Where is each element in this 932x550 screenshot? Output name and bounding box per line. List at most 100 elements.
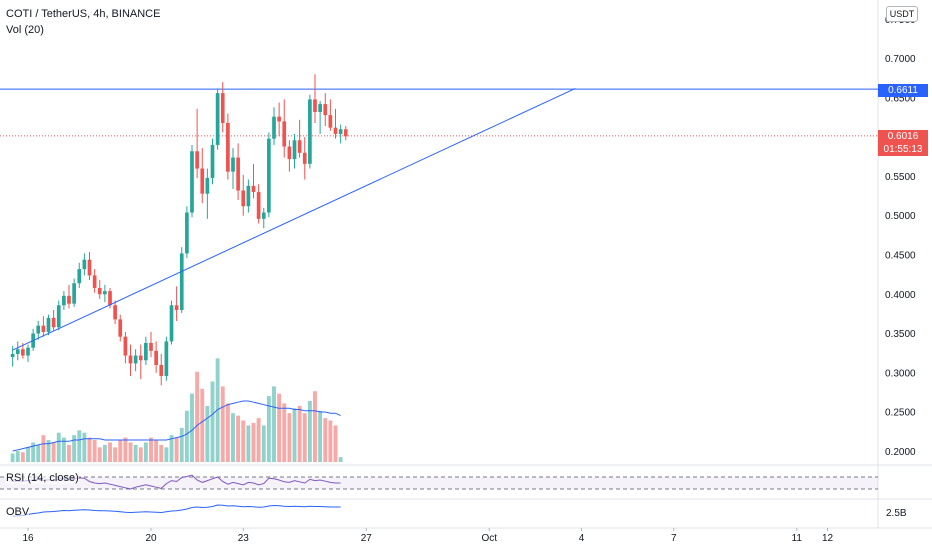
y-axis-tick-label: 0.2500 [885,408,916,419]
volume-bar [41,435,46,462]
x-axis-tick-label: 12 [822,533,834,544]
candle-body [261,212,266,219]
volume-bar [282,403,287,462]
candle-body [15,349,20,354]
volume-bar [318,410,323,462]
volume-bar [200,388,205,462]
candle-body [72,283,76,304]
candle-body [113,305,117,320]
y-axis-tick-label: 0.2000 [885,447,916,458]
x-axis-tick-label: 27 [361,533,373,544]
candle-body [144,342,148,361]
volume-bar [31,442,36,462]
volume-bar [26,447,30,462]
volume-bar [287,413,292,462]
candle-body [302,152,307,164]
candle-body [287,146,292,160]
volume-bar [190,393,194,462]
candle-body [36,325,41,334]
candle-body [200,168,205,194]
y-axis-tick-label: 0.6500 [885,93,916,104]
volume-bar [195,371,200,462]
volume-bar [210,381,215,462]
volume-bar [333,425,338,462]
volume-bar [87,437,92,462]
volume-bar [246,425,251,462]
y-axis-tick-label: 0.4000 [885,290,916,301]
volume-bar [67,444,71,462]
candle-body [159,364,164,376]
candle-body [333,127,338,134]
rsi-pane-label: RSI (14, close) [6,472,79,484]
volume-ma-line [12,400,341,452]
volume-bar [292,408,297,462]
candle-body [149,342,153,351]
volume-bar [113,447,118,462]
candle-body [231,157,235,172]
currency-button[interactable]: USDT [886,6,918,22]
candle-body [164,341,169,376]
volume-bar [82,432,87,462]
candle-body [297,140,302,153]
candle-body [313,99,317,112]
volume-bar [236,415,241,462]
candle-body [108,291,112,306]
volume-bar [313,391,317,462]
resistance-price-tag: 0.6611 [878,84,928,97]
candle-body [205,177,210,194]
candle-body [138,355,143,361]
volume-bar [46,440,51,462]
volume-bar [266,396,271,462]
volume-bar [323,418,328,462]
rsi-band-fill [0,477,878,489]
volume-bar [143,442,148,462]
candle-body [220,93,225,123]
volume-bar [241,420,246,462]
candle-body [179,253,184,310]
obv-pane-label: OBV [6,506,30,518]
candle-body [210,144,215,178]
volume-bar [220,386,225,462]
volume-bar [118,440,123,462]
volume-bar [128,442,133,462]
candle-body [10,353,15,358]
volume-bar [169,435,174,462]
candle-body [41,325,46,332]
candle-body [292,140,297,160]
volume-bar [164,447,169,462]
volume-bar [102,444,107,462]
y-axis-tick-label: 0.5000 [885,211,916,222]
volume-bar [15,451,20,462]
volume-bar [302,413,307,462]
volume-bar [277,393,282,462]
volume-bar [256,418,261,462]
candle-body [77,269,82,284]
volume-bar [56,432,61,462]
candle-body [123,336,128,356]
candle-body [190,151,194,213]
candle-body [21,349,25,356]
volume-bar [133,444,138,462]
volume-bar [251,422,256,462]
volume-bar [123,437,128,462]
volume-bar [205,405,210,462]
obv-line [12,504,341,517]
ascending-trendline [12,87,576,351]
volume-bar [159,444,164,462]
volume-bar [174,437,179,462]
candle-body [256,192,261,219]
volume-bar [92,440,97,462]
candle-body [277,116,281,122]
volume-bar [138,447,143,462]
candle-body [62,295,66,306]
candle-body [338,129,343,134]
x-axis-tick-label: 16 [22,533,34,544]
candle-body [251,185,256,193]
candle-body [215,93,220,145]
y-axis-tick-label: 0.4500 [885,250,916,261]
volume-bar [51,442,56,462]
volume-bar [231,413,235,462]
countdown-tag: 01:55:13 [878,143,928,156]
volume-bar [297,405,302,462]
